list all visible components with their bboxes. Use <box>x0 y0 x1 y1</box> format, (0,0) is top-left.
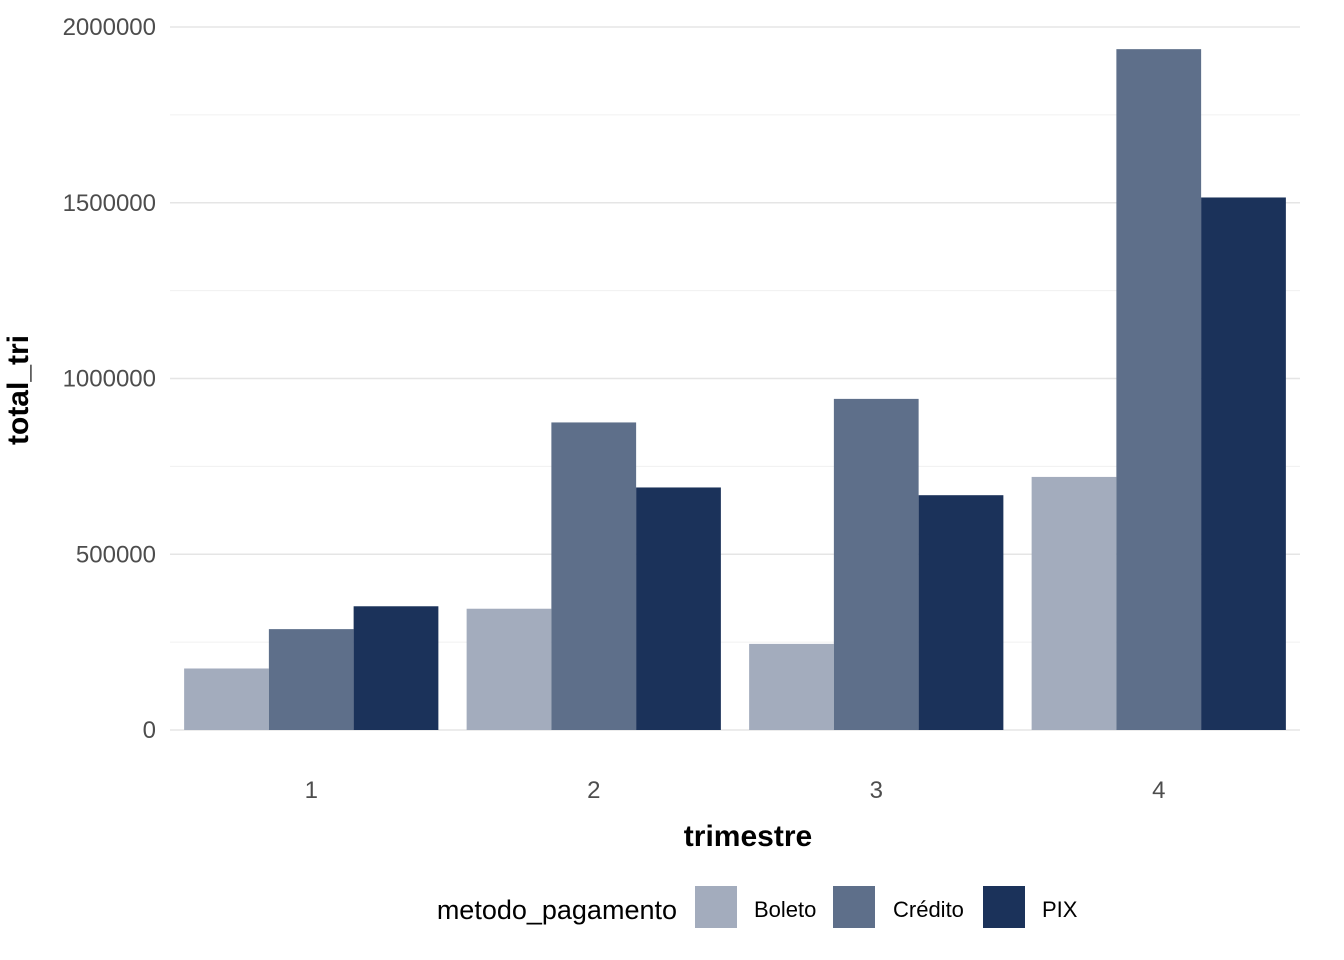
x-axis-title: trimestre <box>684 820 812 853</box>
x-tick-label: 1 <box>305 777 318 804</box>
bar-pix-q4 <box>1201 197 1286 731</box>
x-tick-label: 3 <box>870 777 883 804</box>
y-axis-title: total_tri <box>2 335 35 445</box>
x-axis-ticks: 1 2 3 4 <box>305 777 1166 804</box>
legend-key-credito <box>833 886 875 928</box>
y-tick-label: 2000000 <box>63 14 156 41</box>
bar-pix-q2 <box>636 487 721 730</box>
bar-boleto-q2 <box>466 608 552 730</box>
bars <box>184 49 1286 731</box>
y-tick-label: 1500000 <box>63 190 156 217</box>
x-tick-label: 4 <box>1152 777 1165 804</box>
x-tick-label: 2 <box>587 777 600 804</box>
bar-credito-q2 <box>551 422 637 730</box>
bar-credito-q4 <box>1116 49 1202 730</box>
legend-label-credito: Crédito <box>893 897 964 922</box>
bar-credito-q1 <box>268 629 354 730</box>
legend-title: metodo_pagamento <box>437 895 677 925</box>
bar-boleto-q4 <box>1031 476 1117 730</box>
bar-credito-q3 <box>833 398 919 730</box>
bar-boleto-q1 <box>184 668 269 730</box>
legend-key-pix <box>983 886 1025 928</box>
legend-label-boleto: Boleto <box>754 897 816 922</box>
legend: metodo_pagamento Boleto Crédito PIX <box>437 886 1078 928</box>
legend-key-boleto <box>695 886 737 928</box>
y-tick-label: 0 <box>143 717 156 744</box>
y-axis-ticks: 0 500000 1000000 1500000 2000000 <box>63 14 156 744</box>
bar-pix-q1 <box>353 606 439 730</box>
bar-boleto-q3 <box>749 643 834 730</box>
y-tick-label: 1000000 <box>63 366 156 393</box>
legend-label-pix: PIX <box>1042 897 1078 922</box>
y-tick-label: 500000 <box>76 541 156 568</box>
bar-pix-q3 <box>918 495 1004 730</box>
